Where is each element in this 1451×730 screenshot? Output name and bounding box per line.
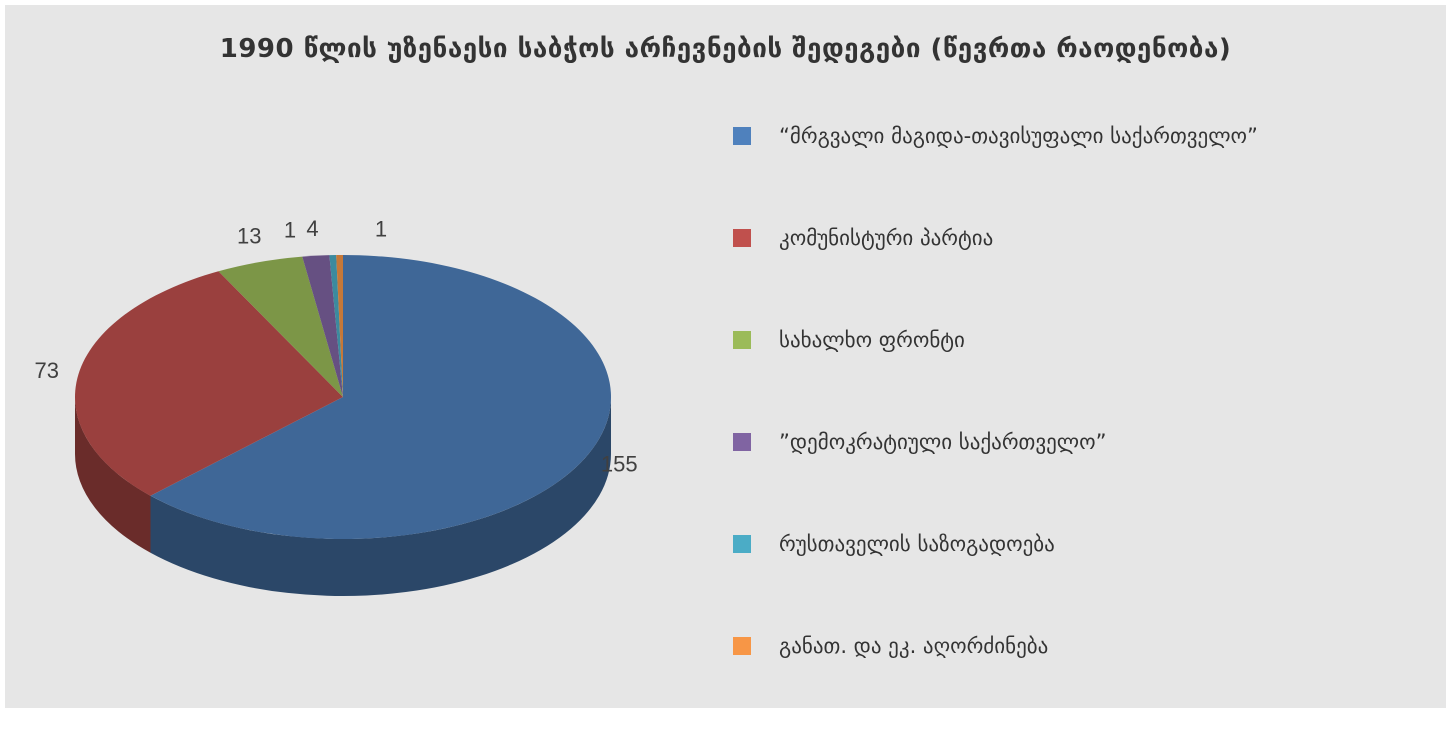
chart-title: 1990 წლის უზენაესი საბჭოს არჩევნების შედ… [219,34,1232,64]
pie-slice-2 [75,271,343,496]
legend-label: ”დემოკრატიული საქართველო” [779,430,1107,454]
legend-swatch [733,127,751,145]
legend-item: სახალხო ფრონტი [733,322,1433,424]
pie-slice-4 [302,255,343,397]
pie-slice-6 [336,255,343,397]
legend: “მრგვალი მაგიდა-თავისუფალი საქართველო” კო… [733,118,1433,730]
data-label-3: 13 [237,224,261,249]
data-label-2: 73 [35,358,59,383]
legend-label: რუსთაველის საზოგადოება [779,532,1055,556]
data-label-6: 1 [375,216,387,241]
pie-slice-1 [150,255,611,539]
legend-label: კომუნისტური პარტია [779,226,994,250]
legend-item: განათ. და ეკ. აღორძინება [733,628,1433,730]
legend-swatch [733,637,751,655]
legend-swatch [733,433,751,451]
legend-item: კომუნისტური პარტია [733,220,1433,322]
legend-swatch [733,229,751,247]
legend-swatch [733,331,751,349]
legend-label: სახალხო ფრონტი [779,328,965,352]
legend-swatch [733,535,751,553]
data-label-1: 155 [601,451,638,476]
legend-item: ”დემოკრატიული საქართველო” [733,424,1433,526]
legend-label: “მრგვალი მაგიდა-თავისუფალი საქართველო” [779,124,1258,148]
legend-label: განათ. და ეკ. აღორძინება [779,634,1049,658]
pie-slice-side-2 [75,397,151,553]
legend-item: “მრგვალი მაგიდა-თავისუფალი საქართველო” [733,118,1433,220]
data-label-4: 4 [306,216,318,241]
legend-item: რუსთაველის საზოგადოება [733,526,1433,628]
pie-slice-side-1 [150,397,611,596]
data-label-5: 1 [284,218,296,243]
pie-slice-5 [329,255,343,397]
pie-slice-3 [218,256,343,397]
